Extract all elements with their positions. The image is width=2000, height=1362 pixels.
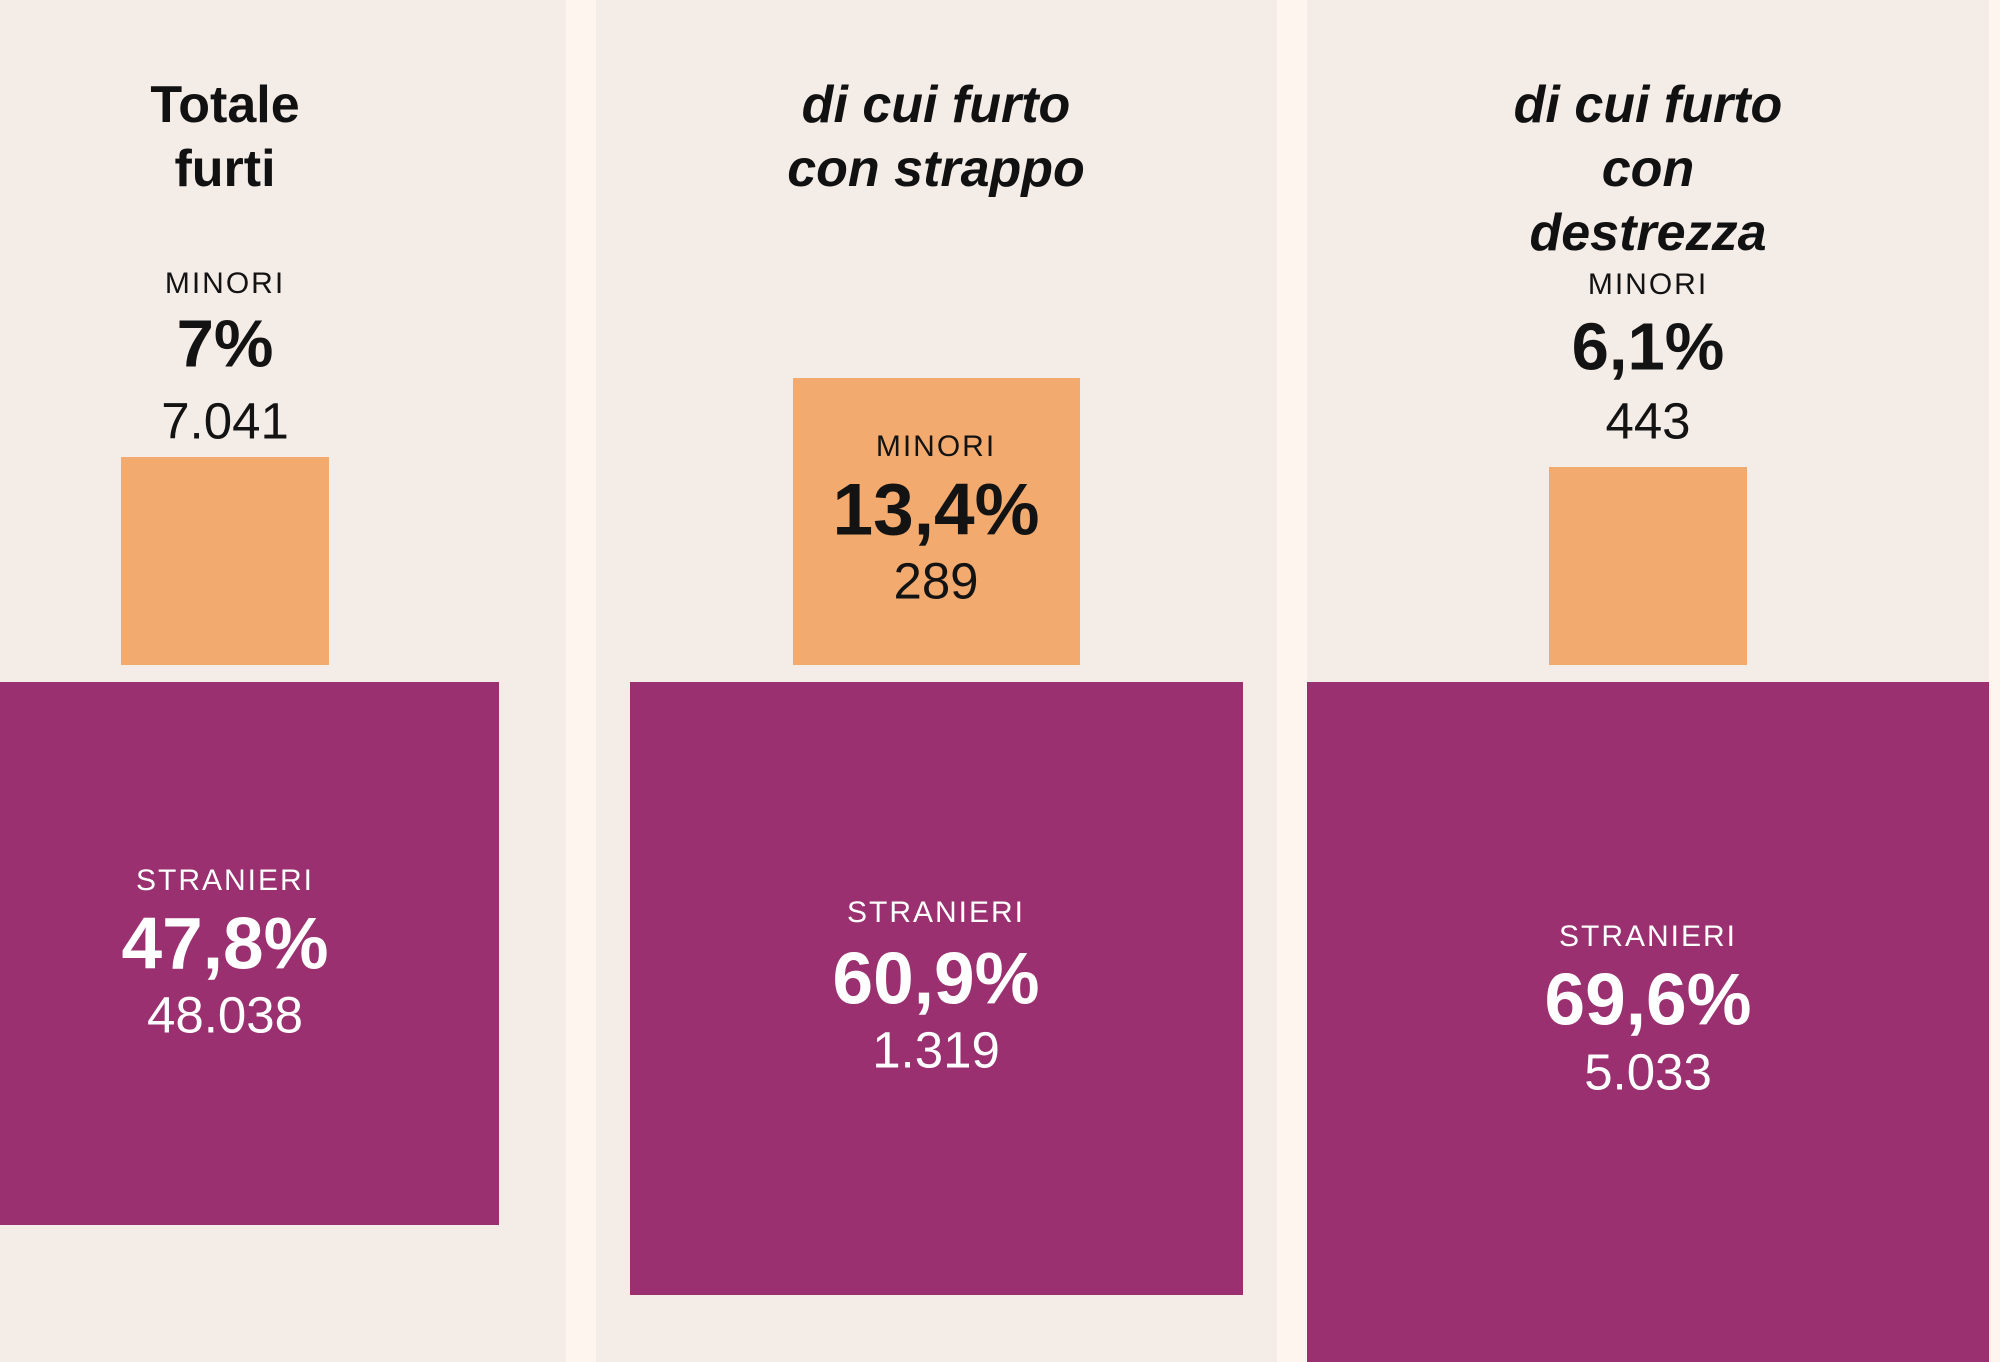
minori-count: 289 (893, 552, 979, 610)
stranieri-percent: 47,8% (121, 903, 329, 985)
panel-title-line1: di cui furto (801, 76, 1071, 135)
minori-percent: 7% (176, 306, 274, 382)
minori-square (121, 457, 329, 665)
minori-percent: 6,1% (1571, 309, 1725, 385)
stranieri-square (630, 682, 1243, 1295)
stranieri-count: 1.319 (872, 1021, 1000, 1079)
stranieri-square (0, 682, 499, 1225)
panel-title: di cui furto con destrezza (1478, 73, 1819, 265)
stranieri-percent: 60,9% (832, 938, 1040, 1020)
panel-furto-con-destrezza: di cui furto con destrezza MINORI 6,1% 4… (1307, 0, 1989, 1362)
panel-totale-furti: Totale furti MINORI 7% 7.041 STRANIERI 4… (0, 0, 566, 1362)
panel-title-line2: con destrezza (1529, 140, 1767, 263)
stranieri-label: STRANIERI (135, 864, 315, 897)
panel-title: di cui furto con strappo (787, 73, 1085, 201)
panel-title: Totale furti (150, 73, 299, 201)
minori-label: MINORI (875, 430, 997, 463)
stranieri-square (1307, 682, 1989, 1362)
minori-label: MINORI (1587, 268, 1709, 301)
minori-count: 443 (1605, 392, 1691, 450)
panel-title-line1: di cui furto (1513, 76, 1783, 135)
stranieri-percent: 69,6% (1544, 959, 1752, 1041)
minori-square (1549, 467, 1747, 665)
minori-square (793, 378, 1080, 665)
stranieri-label: STRANIERI (846, 896, 1026, 929)
minori-percent: 13,4% (832, 469, 1040, 551)
minori-label: MINORI (164, 267, 286, 300)
panel-title-line2: con strappo (787, 140, 1085, 199)
panel-title-line1: Totale (150, 76, 300, 135)
panel-title-line2: furti (174, 140, 276, 199)
stranieri-count: 5.033 (1584, 1043, 1712, 1101)
panel-furto-con-strappo: di cui furto con strappo MINORI 13,4% 28… (596, 0, 1277, 1362)
minori-count: 7.041 (161, 392, 289, 450)
stranieri-label: STRANIERI (1558, 920, 1738, 953)
stranieri-count: 48.038 (147, 986, 303, 1044)
